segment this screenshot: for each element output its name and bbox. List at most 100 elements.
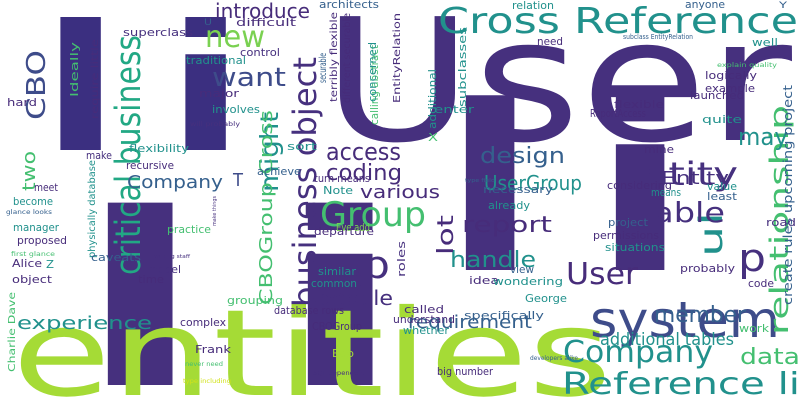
word-never-need: never need <box>185 361 223 368</box>
word-time: time <box>138 273 164 286</box>
word-table: table <box>640 196 725 229</box>
word-code: code <box>748 277 774 290</box>
word-design: design <box>480 144 565 169</box>
word-cross-reference: Cross Reference <box>438 1 798 42</box>
word-first-glance: first glance <box>11 251 55 258</box>
word-manager: manager <box>13 221 59 234</box>
word-will-probably: will probably <box>190 121 241 128</box>
word-superclass: superclass <box>123 26 193 39</box>
word-handle: handle <box>450 248 536 273</box>
word-p: p <box>362 243 390 287</box>
word-additional: additional <box>426 69 439 129</box>
word-might: might <box>255 112 284 192</box>
word-database-rows: database rows <box>274 304 344 317</box>
word-reference-li: Reference li <box>562 367 800 400</box>
word-launched: launched <box>690 89 744 102</box>
word-people: people <box>318 286 393 310</box>
word-want: want <box>212 63 286 93</box>
word-view: view <box>510 263 534 276</box>
word-glance-looks: glance looks <box>6 209 52 216</box>
word-logically: logically <box>705 69 758 82</box>
word-specifically: specifically <box>464 309 545 322</box>
word-enter: enter <box>434 103 475 116</box>
word-group: Group <box>320 195 426 235</box>
word-usergroup: UserGroup <box>484 171 582 195</box>
word-flexibility: flexibility <box>129 142 190 155</box>
word-y: Y <box>778 1 788 11</box>
word-road: road <box>766 216 796 229</box>
word-situations: situations <box>605 241 665 254</box>
word-x: X <box>428 131 439 144</box>
word-george: George <box>525 292 567 305</box>
word-similar: similar <box>318 265 356 278</box>
word-type-field: type field <box>465 178 495 184</box>
word-li: li <box>40 162 440 400</box>
word-permissions: permissions <box>593 229 659 242</box>
word-well: well <box>752 36 778 49</box>
word-difficult: difficult <box>236 16 297 29</box>
word-value: value <box>707 180 737 193</box>
word-system: system <box>590 291 780 349</box>
word-caveats: caveats <box>91 251 141 264</box>
word-lot: lot <box>434 214 459 255</box>
word-terribly-flexible: terribly flexible <box>329 12 340 102</box>
word-turn-means: turn means <box>314 172 370 185</box>
word-cbogroup: CBOGroup <box>312 320 362 333</box>
word-introduce: introduce <box>215 0 310 23</box>
word-user: User <box>322 0 792 181</box>
word-create-rules-upcoming-project: create rules upcoming project <box>781 85 795 305</box>
word-explain-quality: explain quality <box>717 62 778 69</box>
word-different-securable: different securable <box>342 13 353 103</box>
word-object: object <box>12 273 53 286</box>
word-access: access <box>326 138 401 166</box>
word-experience: experience <box>17 313 152 334</box>
word-achieve: achieve <box>257 165 301 178</box>
word-proposed: proposed <box>17 234 67 247</box>
word-make-things: make things <box>212 196 218 226</box>
word-p: p <box>738 236 766 280</box>
word-departure: departure <box>314 225 374 238</box>
word-grouping: grouping <box>227 294 283 307</box>
word-li: li <box>415 58 715 325</box>
word-least: least <box>707 190 738 203</box>
word-hard: hard <box>7 96 37 109</box>
word-practice: practice <box>167 223 211 236</box>
word-various: various <box>360 182 440 203</box>
word-requirement: requirement <box>408 312 532 333</box>
word-whether: whether <box>403 324 449 337</box>
word-developers-alike: developers alike <box>530 355 578 362</box>
word-concerned: concerned <box>366 42 379 102</box>
word-entities: entities <box>12 285 612 400</box>
word-business-object: business object <box>286 57 324 307</box>
word-wondering: wondering <box>493 275 563 288</box>
word-subclasses: subclasses <box>456 27 469 107</box>
word-probably: probably <box>680 262 736 275</box>
word-control: control <box>240 46 280 59</box>
word-big-number: big number <box>437 365 493 378</box>
word-flexible: flexible <box>614 98 664 111</box>
word-recursive: recursive <box>126 159 174 172</box>
word-need: need <box>537 35 563 48</box>
word-li: li <box>18 0 268 192</box>
word-critical-business: critical business <box>109 35 149 275</box>
word-entity: Entity <box>615 155 738 193</box>
word-securable: securable <box>318 53 329 83</box>
word-idea: idea <box>469 274 499 287</box>
word-t: T <box>232 170 244 191</box>
word-calling-abstract: calling abstract <box>368 44 381 125</box>
word-roles: roles <box>395 241 408 277</box>
word-meet: meet <box>34 181 59 194</box>
word-member: member <box>654 303 747 328</box>
word-work: work <box>739 322 770 335</box>
word-physically-database: physically database <box>87 160 98 258</box>
word-project: project <box>608 216 649 229</box>
word-make: make <box>86 149 112 162</box>
word-quite: quite <box>702 113 742 126</box>
word-complex: complex <box>180 316 226 329</box>
word-common: common <box>311 277 357 290</box>
word-architects: architects <box>319 0 379 11</box>
word-alice: Alice <box>12 257 42 270</box>
word-additional-tables: additional tables <box>600 330 734 350</box>
word-cbogroup-cross: CBOGroup Cross <box>256 110 277 305</box>
